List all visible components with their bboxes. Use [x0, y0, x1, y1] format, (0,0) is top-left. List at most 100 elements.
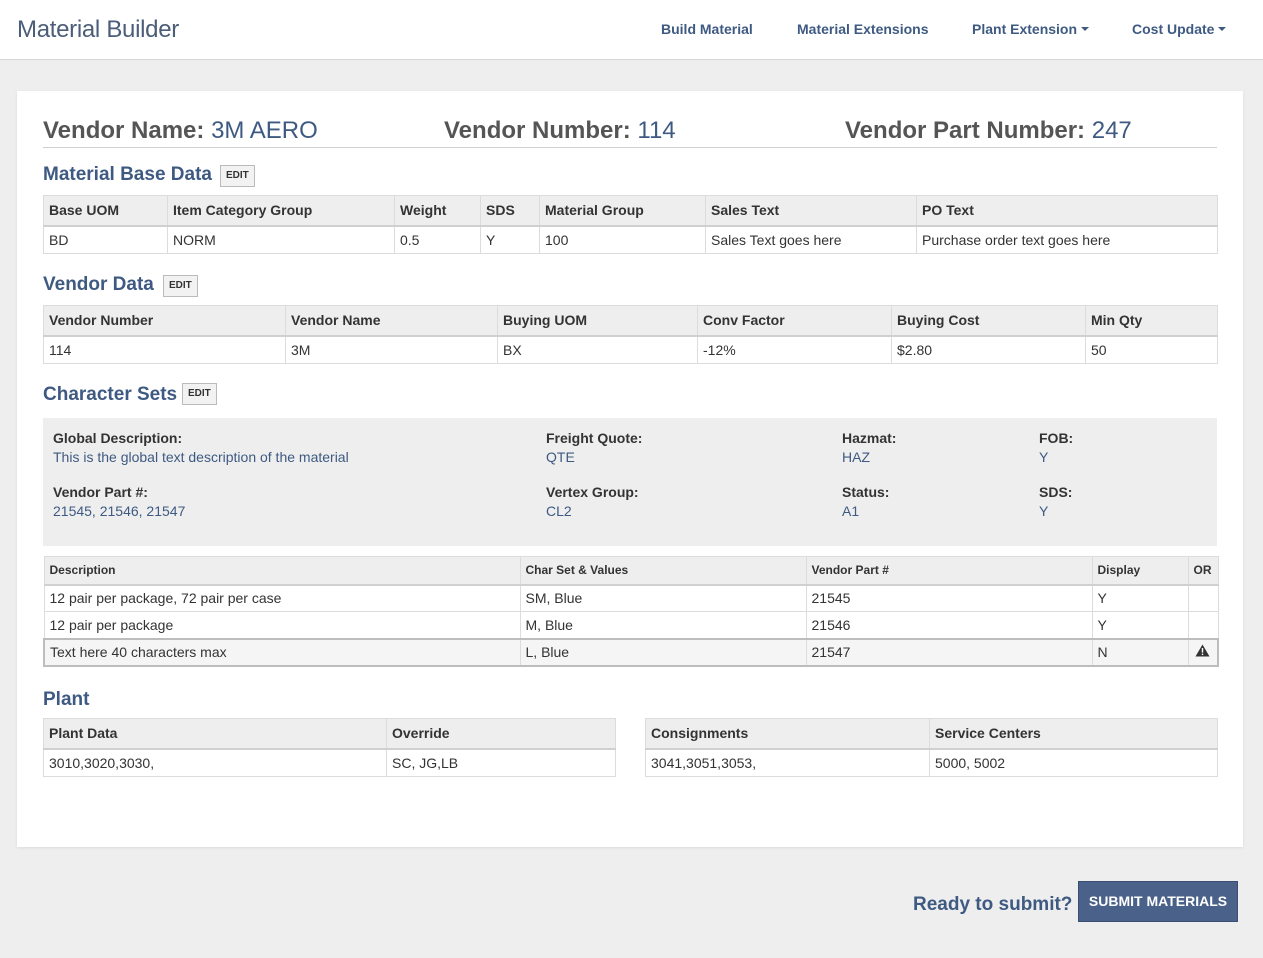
material-base-table: Base UOM Item Category Group Weight SDS …	[43, 195, 1218, 254]
header-divider	[43, 147, 1217, 148]
vendor-part-value: 247	[1091, 117, 1132, 144]
column-header: Display	[1091, 556, 1189, 586]
vendor-part-label: Vendor Part Number:	[845, 117, 1086, 144]
table-cell: Y	[1091, 584, 1189, 612]
freight-quote-label: Freight Quote:	[546, 430, 643, 446]
nav-cost-update-dropdown[interactable]: Cost Update	[1132, 21, 1227, 37]
column-header: Sales Text	[705, 195, 917, 227]
table-header-row: Base UOM Item Category Group Weight SDS …	[43, 195, 1218, 227]
plant-data-table: Plant Data Override 3010,3020,3030, SC, …	[43, 718, 616, 777]
ready-to-submit-text: Ready to submit?	[913, 894, 1073, 915]
hazmat-label: Hazmat:	[842, 430, 897, 446]
nav-cost-update-label: Cost Update	[1132, 21, 1215, 37]
nav-plant-extension-label: Plant Extension	[972, 21, 1078, 37]
table-cell: N	[1091, 637, 1189, 667]
column-header: Vendor Name	[285, 305, 498, 337]
sds-value: Y	[1039, 503, 1049, 519]
vertex-group-value: CL2	[546, 503, 572, 519]
column-header: Min Qty	[1085, 305, 1218, 337]
vendor-name-label: Vendor Name:	[43, 117, 205, 144]
hazmat-value: HAZ	[842, 449, 870, 465]
table-row: BD NORM 0.5 Y 100 Sales Text goes here P…	[43, 225, 1218, 254]
freight-quote-value: QTE	[546, 449, 575, 465]
edit-character-sets-button[interactable]: EDIT	[182, 383, 217, 405]
status-label: Status:	[842, 484, 890, 500]
vendor-number-heading: Vendor Number: 114	[444, 117, 676, 145]
fob-label: FOB:	[1039, 430, 1074, 446]
column-header: Weight	[394, 195, 481, 227]
table-cell: 100	[539, 225, 706, 254]
vendor-data-title: Vendor Data	[43, 274, 154, 295]
vendor-part-heading: Vendor Part Number: 247	[845, 117, 1132, 145]
table-cell: 3M	[285, 335, 498, 364]
vendor-part-list-label: Vendor Part #:	[53, 484, 148, 500]
column-header: Material Group	[539, 195, 706, 227]
column-header: Override	[386, 718, 616, 750]
column-header: Vendor Part #	[805, 556, 1093, 586]
table-cell: BD	[43, 225, 168, 254]
vertex-group-label: Vertex Group:	[546, 484, 639, 500]
edit-base-data-button[interactable]: EDIT	[220, 165, 255, 187]
table-cell: Y	[480, 225, 540, 254]
table-cell: 50	[1085, 335, 1218, 364]
column-header: Buying UOM	[497, 305, 698, 337]
table-cell: NORM	[167, 225, 395, 254]
table-cell: 21545	[805, 584, 1093, 612]
column-header: Base UOM	[43, 195, 168, 227]
column-header: Description	[43, 556, 521, 586]
column-header: Buying Cost	[891, 305, 1086, 337]
table-cell: 0.5	[394, 225, 481, 254]
column-header: PO Text	[916, 195, 1218, 227]
column-header: Char Set & Values	[519, 556, 807, 586]
warning-icon[interactable]	[1195, 644, 1210, 657]
edit-vendor-data-button[interactable]: EDIT	[163, 275, 198, 297]
table-cell: 5000, 5002	[929, 748, 1218, 777]
column-header: OR	[1187, 556, 1219, 586]
column-header: Vendor Number	[43, 305, 286, 337]
app-brand[interactable]: Material Builder	[17, 16, 179, 43]
column-header: Consignments	[645, 718, 930, 750]
table-cell: 12 pair per package	[43, 611, 521, 639]
vendor-data-table: Vendor Number Vendor Name Buying UOM Con…	[43, 305, 1218, 364]
submit-materials-button[interactable]: SUBMIT MATERIALS	[1078, 881, 1238, 922]
table-row: 3041,3051,3053, 5000, 5002	[645, 748, 1218, 777]
table-cell: Purchase order text goes here	[916, 225, 1218, 254]
nav-build-material[interactable]: Build Material	[661, 21, 753, 37]
table-row-selected[interactable]: Text here 40 characters max L, Blue 2154…	[43, 637, 1219, 667]
table-cell: L, Blue	[519, 637, 807, 667]
chevron-down-icon	[1081, 27, 1090, 31]
plant-title: Plant	[43, 689, 90, 710]
nav-plant-extension-dropdown[interactable]: Plant Extension	[972, 21, 1090, 37]
status-value: A1	[842, 503, 860, 519]
table-cell: 114	[43, 335, 286, 364]
table-cell: Text here 40 characters max	[43, 637, 521, 667]
chevron-down-icon	[1218, 27, 1227, 31]
table-header-row: Description Char Set & Values Vendor Par…	[43, 556, 1219, 586]
vendor-name-value: 3M AERO	[211, 117, 318, 144]
character-sets-summary: Global Description: This is the global t…	[43, 418, 1217, 546]
consignments-table: Consignments Service Centers 3041,3051,3…	[645, 718, 1218, 777]
vendor-number-label: Vendor Number:	[444, 117, 631, 144]
column-header: Conv Factor	[697, 305, 892, 337]
table-cell: BX	[497, 335, 698, 364]
vendor-name-heading: Vendor Name: 3M AERO	[43, 117, 318, 145]
table-cell: SC, JG,LB	[386, 748, 616, 777]
table-cell: $2.80	[891, 335, 1086, 364]
column-header: Item Category Group	[167, 195, 395, 227]
global-description-value: This is the global text description of t…	[53, 449, 349, 465]
table-cell: Sales Text goes here	[705, 225, 917, 254]
table-cell: M, Blue	[519, 611, 807, 639]
table-row[interactable]: 12 pair per package M, Blue 21546 Y	[43, 611, 1219, 639]
table-cell: Y	[1091, 611, 1189, 639]
table-cell	[1187, 611, 1219, 639]
table-header-row: Vendor Number Vendor Name Buying UOM Con…	[43, 305, 1218, 337]
character-sets-table: Description Char Set & Values Vendor Par…	[43, 556, 1219, 667]
table-row: 114 3M BX -12% $2.80 50	[43, 335, 1218, 364]
table-row[interactable]: 12 pair per package, 72 pair per case SM…	[43, 584, 1219, 612]
vendor-part-list-value: 21545, 21546, 21547	[53, 503, 186, 519]
table-header-row: Consignments Service Centers	[645, 718, 1218, 750]
fob-value: Y	[1039, 449, 1049, 465]
table-cell	[1187, 584, 1219, 612]
nav-material-extensions[interactable]: Material Extensions	[797, 21, 929, 37]
table-cell	[1187, 637, 1219, 667]
